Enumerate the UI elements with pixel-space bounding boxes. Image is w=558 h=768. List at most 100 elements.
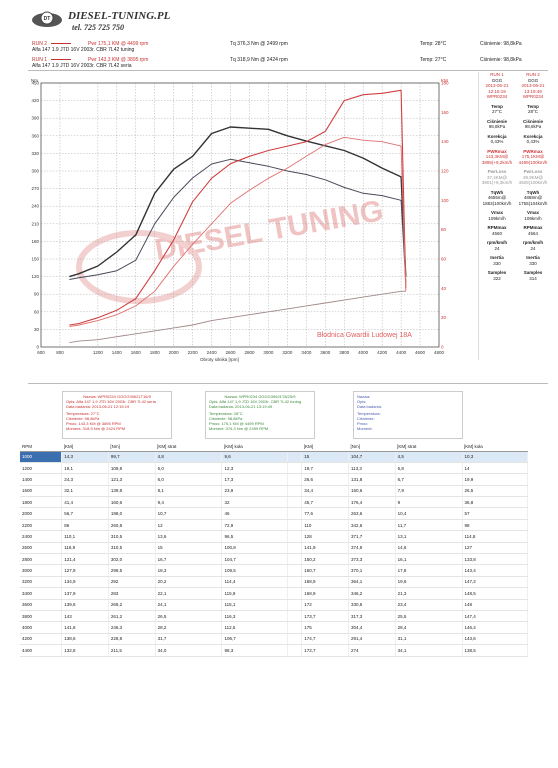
table-cell	[287, 542, 303, 555]
side-samples: 314	[529, 275, 537, 281]
table-cell: 24,3	[61, 473, 109, 486]
table-cell: 1000	[20, 451, 63, 463]
box-line: Opis:	[357, 399, 367, 404]
table-cell: 96,5	[221, 530, 288, 543]
table-cell: 134,9	[61, 576, 109, 589]
x-axis-label: Obroty silnika [rpm]	[200, 357, 239, 362]
table-cell: 174,7	[301, 633, 349, 646]
right-tick-label: 40	[441, 286, 447, 291]
left-tick-label: 180	[31, 239, 39, 244]
table-cell: 104,7	[221, 553, 288, 566]
right-tick-label: 120	[441, 169, 449, 174]
table-cell: 10,4	[395, 507, 463, 520]
table-row[interactable]: 4400 132,8 211,5 34,0 98,3 172,7 274 34,1 138,5	[20, 644, 528, 657]
run-tmax: Tq 376,3 Nm @ 2499 rpm	[230, 41, 288, 47]
table-cell: 12	[155, 519, 223, 532]
run-info-box-1: Nazwa: WPR0234 GGGG39621T16/9 Opis: Alfa…	[62, 391, 172, 439]
table-cell: 116,9	[61, 542, 109, 555]
table-row[interactable]: 1000 14,3 99,7 4,8 9,6 15 104,7 4,5 10,3	[20, 451, 528, 463]
table-cell	[287, 530, 303, 543]
table-cell: 4000	[20, 621, 63, 634]
table-cell: 1400	[20, 473, 63, 486]
side-tq: 4655m@	[487, 195, 507, 200]
side-rpm: 4560	[491, 230, 502, 236]
table-row[interactable]: 1200 19,1 109,8 5,0 12,3 19,7 113,3 5,8 14	[20, 462, 528, 475]
table-cell	[287, 496, 303, 509]
run-press: Ciśnienie: 98,8kPa	[480, 57, 522, 63]
table-row[interactable]: 2600 116,9 310,5 15 100,8 141,9 374,9 14,6 127	[20, 542, 528, 555]
side-rpm-label: RPMmax	[487, 225, 507, 230]
table-row[interactable]: 2200 86 260,8 12 72,9 110 342,6 11,7 98	[20, 519, 528, 532]
table-cell: 3600	[20, 599, 63, 611]
box-line: Moment: 376,3 Nm @ 2499 RPM	[209, 426, 269, 431]
table-row[interactable]: 3200 134,9 292 20,2 114,4 168,9 364,1 19,6 147,2	[20, 576, 528, 589]
side-temp-label: Temp	[527, 103, 539, 109]
side-ploss-label: PwrLoss	[523, 169, 543, 174]
side-vmax-label: Vmax	[526, 210, 539, 215]
table-body: 1000 14,3 99,7 4,8 9,6 15 104,7 4,5 10,3 1200 19,1…	[20, 451, 528, 657]
table-cell: 57	[462, 507, 528, 520]
right-tick-label: 0	[441, 345, 444, 350]
box-line: Nazwa: WPR0234 GGGG39621T8/25/9	[224, 394, 296, 399]
run-1-row: RUN 1	[32, 57, 74, 63]
table-cell	[287, 576, 303, 589]
side-id: WPR0234	[522, 94, 544, 99]
table-cell: 298,5	[108, 564, 156, 577]
table-row[interactable]: 3000 127,9 298,5 18,3 109,5 160,7 370,1 17,8 143…	[20, 564, 528, 577]
table-cell: 104,7	[348, 451, 396, 463]
table-row[interactable]: 4200 138,6 228,8 31,7 106,7 174,7 291,4 31,1 143…	[20, 633, 528, 646]
table-cell: 113,3	[348, 462, 396, 475]
table-cell: 24,1	[155, 599, 223, 611]
table-cell: 14	[462, 462, 528, 475]
table-cell: 86	[61, 519, 109, 532]
table-cell: 274	[348, 644, 396, 657]
side-vmax-label: Vmax	[490, 210, 503, 215]
table-cell: 34,4	[301, 485, 349, 498]
table-cell: 13,6	[155, 530, 223, 543]
side-press: 98,8kPa	[524, 124, 542, 129]
left-tick-label: 240	[31, 204, 39, 209]
side-vmax: 109km/h	[524, 215, 542, 221]
left-tick-label: 300	[31, 169, 39, 174]
table-row[interactable]: 3400 137,9 283 22,1 115,9 168,9 346,2 21,3 148,5	[20, 587, 528, 600]
box-line: Data badania: 2013-06-21 12:15:19	[66, 404, 130, 409]
table-row[interactable]: 3600 139,6 269,2 24,1 115,1 172 330,6 23,4 148	[20, 599, 528, 611]
left-tick-label: 150	[31, 257, 39, 262]
left-tick-label: 270	[31, 186, 39, 191]
table-row[interactable]: 3800 143 261,2 26,5 116,3 173,7 317,3 25,5 147,4	[20, 610, 528, 623]
table-cell: 13,1	[395, 530, 463, 543]
box-line: Temperatura: 28°C	[209, 411, 243, 416]
table-row[interactable]: 4000 141,8 246,3 28,2 112,5 175 304,4 28,4 146,4	[20, 621, 528, 634]
table-cell: 1600	[20, 485, 63, 498]
table-cell: 132,8	[61, 644, 109, 657]
header-divider	[28, 70, 548, 71]
side-kor: 0,43%	[490, 139, 504, 144]
side-rk-label: rpm/km/h	[486, 240, 508, 245]
table-cell: 106,7	[221, 633, 288, 646]
right-tick-label: 160	[441, 110, 449, 115]
box-line: Ciśnienie:	[357, 416, 375, 421]
dyno-data-table: RPM [KM] [Nm] [KM] strat [KM] koła [KM] [Nm] [K…	[20, 443, 528, 657]
side-press-label: Ciśnienie	[486, 118, 507, 124]
table-cell: 168,9	[301, 576, 349, 589]
side-temp: 28°C	[527, 109, 539, 114]
left-tick-label: 450	[31, 81, 39, 86]
table-cell: 114,4	[221, 576, 288, 589]
side-kor-label: Korekcja	[487, 133, 507, 139]
left-tick-label: 360	[31, 133, 39, 138]
table-row[interactable]: 2800 121,4 302,0 16,7 104,7 150,2 373,3 16,1 133…	[20, 553, 528, 566]
side-ploss-2: 3901(+9,3km/h	[481, 180, 513, 185]
table-row[interactable]: 1400 24,3 121,3 6,0 17,3 26,6 131,8 6,7 19,9	[20, 473, 528, 486]
table-row[interactable]: 2000 56,7 198,0 10,7 46 77,6 263,6 10,4 57	[20, 507, 528, 520]
table-cell: 45,7	[301, 496, 349, 509]
x-tick-label: 4400	[396, 350, 407, 355]
side-pmax: 175,1KM@	[521, 154, 545, 159]
table-row[interactable]: 1600 32,1 139,8 8,1 23,9 34,4 150,6 7,9 26,5	[20, 485, 528, 498]
table-cell: 127	[462, 542, 528, 555]
table-cell: 22,1	[155, 587, 223, 600]
table-cell: 2800	[20, 553, 63, 566]
table-cell: 172	[301, 599, 349, 611]
table-row[interactable]: 2400 110,1 310,5 13,6 96,5 128 371,7 13,1 114,8	[20, 530, 528, 543]
table-cell: 133,8	[462, 553, 528, 566]
table-row[interactable]: 1800 41,4 160,6 9,4 32 45,7 176,4 9 36,8	[20, 496, 528, 509]
